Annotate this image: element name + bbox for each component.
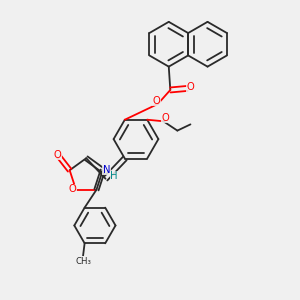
Text: O: O [53, 150, 61, 160]
Text: O: O [152, 96, 160, 106]
Text: H: H [110, 171, 118, 181]
Text: O: O [68, 184, 76, 194]
Text: O: O [161, 112, 169, 122]
Text: CH₃: CH₃ [75, 257, 91, 266]
Text: O: O [187, 82, 194, 92]
Text: N: N [103, 165, 110, 175]
